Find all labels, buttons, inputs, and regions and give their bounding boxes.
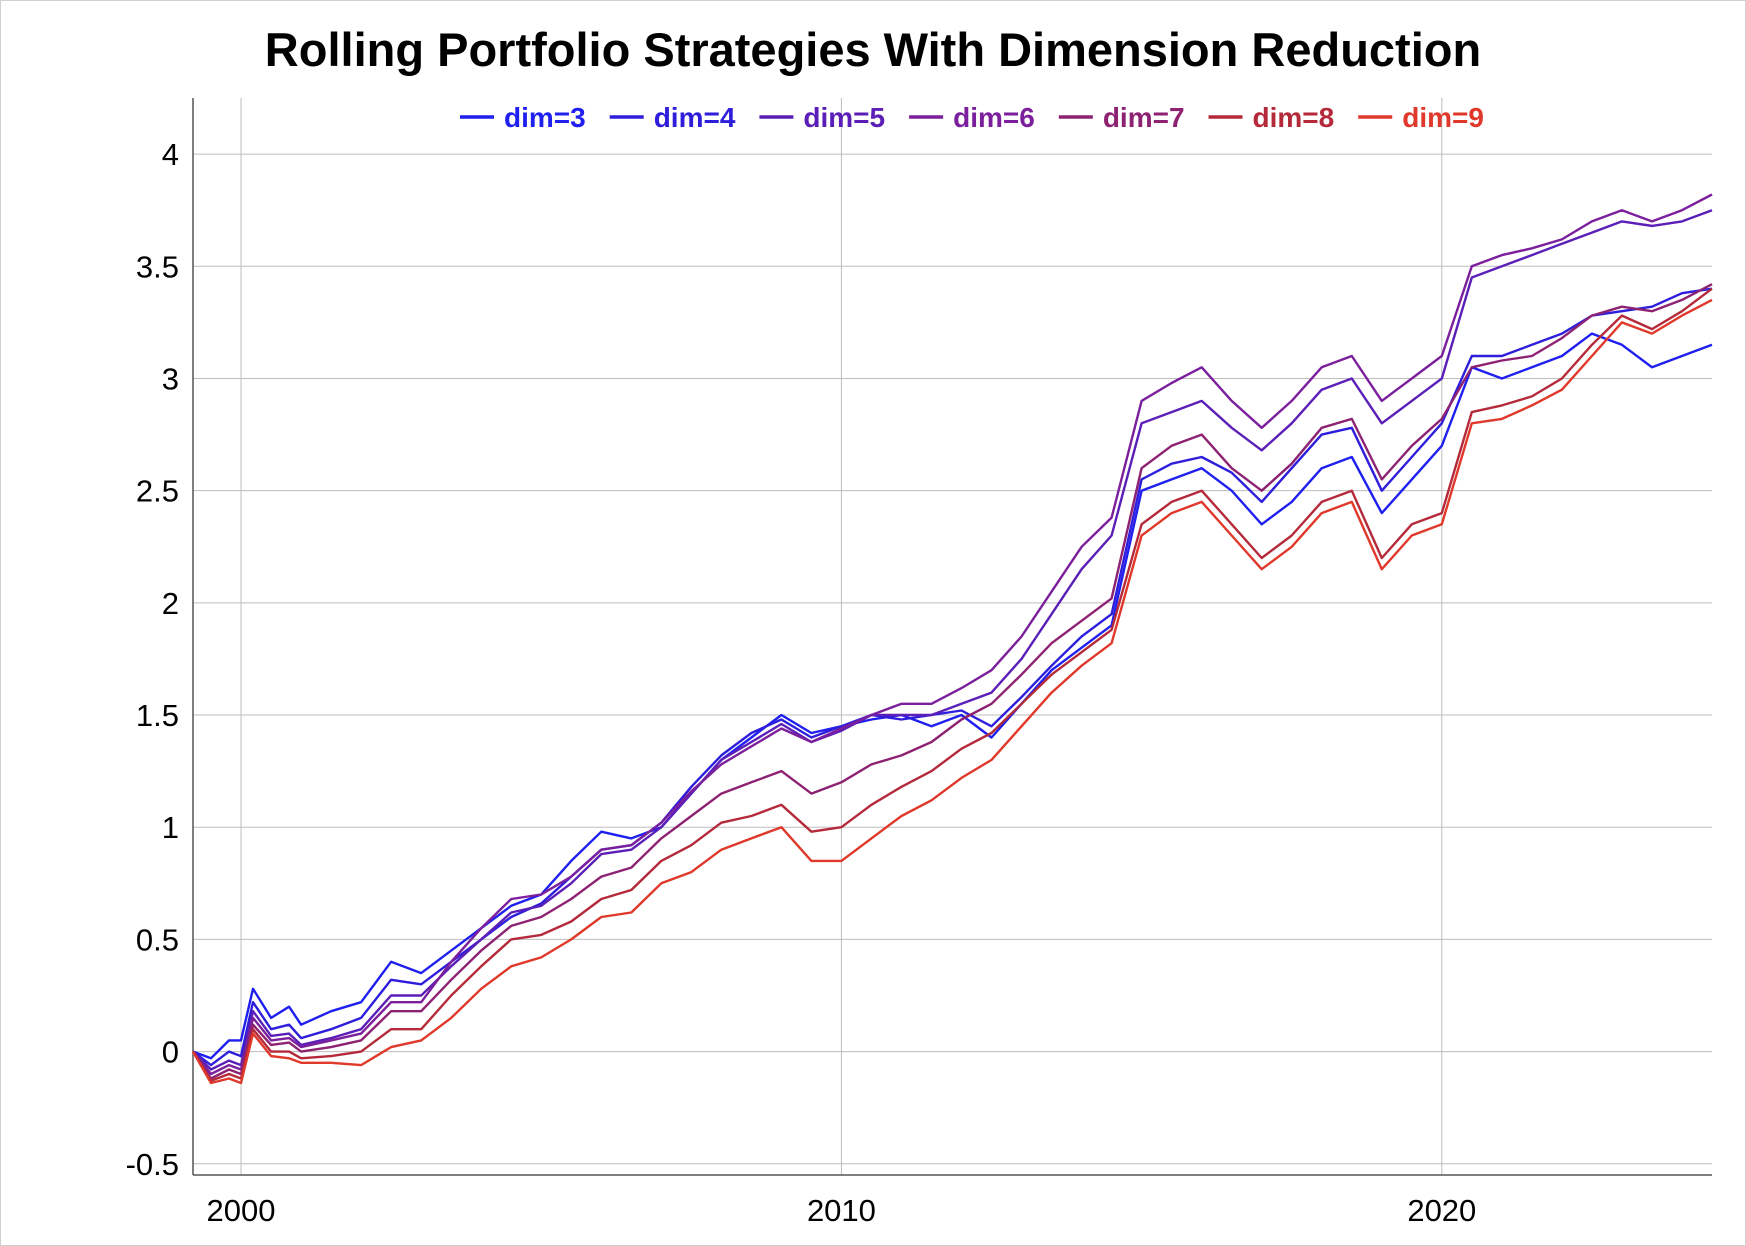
y-tick-label: 3 [162,361,179,396]
legend-label-dim-4: dim=4 [654,102,736,133]
chart-title: Rolling Portfolio Strategies With Dimens… [264,23,1482,76]
legend-label-dim-5: dim=5 [803,102,885,133]
series-lines [191,193,1713,1085]
legend-label-dim-9: dim=9 [1402,102,1484,133]
legend-label-dim-6: dim=6 [953,102,1035,133]
series-line-dim-3 [192,332,1713,1060]
legend-label-dim-7: dim=7 [1103,102,1185,133]
x-tick-label: 2020 [1407,1193,1476,1228]
x-tick-label: 2010 [807,1193,876,1228]
series-line-dim-6 [192,193,1713,1076]
legend-label-dim-8: dim=8 [1253,102,1335,133]
y-tick-label: 1 [162,810,179,845]
y-tick-label: 2 [162,586,179,621]
x-tick-label: 2000 [207,1193,276,1228]
y-tick-label: 0.5 [136,922,179,957]
y-tick-label: 0 [162,1035,179,1070]
series-line-dim-5 [192,209,1713,1071]
axes [192,98,1712,1176]
y-tick-label: -0.5 [126,1147,179,1182]
legend-label-dim-3: dim=3 [504,102,586,133]
y-tick-label: 2.5 [136,474,179,509]
y-tick-label: 3.5 [136,249,179,284]
series-line-dim-8 [191,287,1713,1083]
grid-lines [193,98,1712,1175]
series-line-dim-9 [191,298,1713,1085]
y-tick-label: 4 [162,137,179,172]
legend: dim=3 dim=4 dim=5 dim=6 dim=7 dim=8 dim=9 [460,102,1484,133]
y-tick-label: 1.5 [136,698,179,733]
series-line-dim-7 [192,283,1713,1080]
series-line-dim-4 [192,287,1713,1067]
tick-labels: -0.5 0 0.5 1 1.5 2 2.5 3 3.5 4 2000 2010 2020 [126,137,1477,1228]
